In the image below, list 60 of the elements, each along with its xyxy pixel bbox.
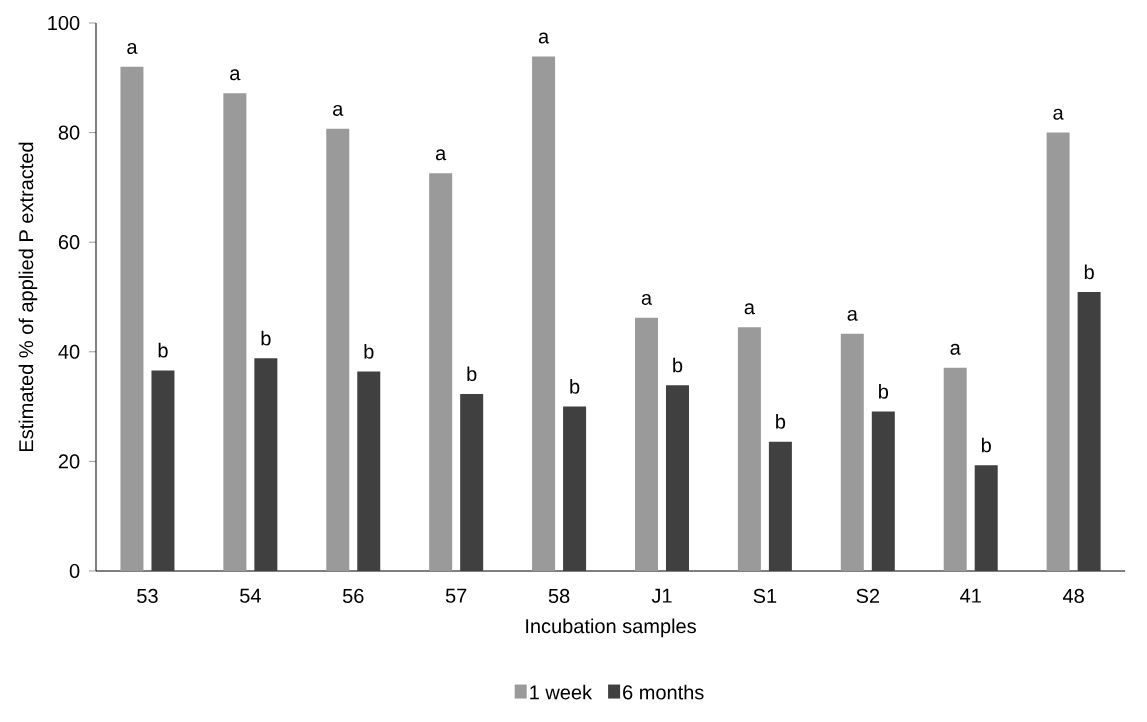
x-tick-label: 48 xyxy=(1062,588,1084,604)
bar xyxy=(429,173,453,571)
x-tick-label: 57 xyxy=(445,588,467,603)
data-label: a xyxy=(1053,108,1064,120)
bar xyxy=(974,465,998,571)
data-label: b xyxy=(673,357,683,373)
bar xyxy=(737,327,761,571)
y-tick-label: 100 xyxy=(48,15,80,31)
legend-label: 1 week xyxy=(530,684,593,700)
y-tick-label: 60 xyxy=(58,235,80,250)
bar xyxy=(943,367,967,571)
bar xyxy=(665,385,689,571)
bar xyxy=(768,441,792,571)
y-tick-label: 40 xyxy=(58,344,80,359)
x-tick-label: 54 xyxy=(240,588,261,603)
bar xyxy=(357,371,381,571)
data-label: b xyxy=(776,414,786,429)
data-label: a xyxy=(744,303,755,315)
x-tick-label: 58 xyxy=(548,588,570,604)
y-axis-title: Estimated % of applied P extracted xyxy=(18,142,38,451)
data-label: b xyxy=(158,342,168,358)
y-tick-label: 20 xyxy=(58,454,80,469)
bar xyxy=(634,317,658,571)
bar xyxy=(563,406,587,571)
data-label: a xyxy=(950,343,961,355)
x-tick-label: S1 xyxy=(753,588,777,604)
bar xyxy=(460,393,484,571)
data-label: b xyxy=(1084,264,1094,280)
x-axis-title: Incubation samples xyxy=(526,618,696,638)
data-label: a xyxy=(538,32,550,44)
x-tick-label: 53 xyxy=(137,588,158,604)
bar xyxy=(223,93,247,571)
bar xyxy=(532,56,556,571)
bar xyxy=(871,411,895,571)
data-label: b xyxy=(364,343,374,359)
data-label: a xyxy=(127,43,138,54)
bar xyxy=(120,66,144,571)
x-tick-label: S2 xyxy=(856,588,880,604)
bar xyxy=(840,333,864,571)
bar xyxy=(151,370,175,571)
y-tick-label: 80 xyxy=(58,125,80,140)
data-label: b xyxy=(879,383,889,399)
x-tick-label: 56 xyxy=(342,588,364,604)
legend-label: 6 months xyxy=(623,684,704,700)
data-label: a xyxy=(847,309,858,321)
data-label: b xyxy=(467,366,477,382)
y-tick-label: 0 xyxy=(69,563,80,579)
data-label: a xyxy=(435,149,447,161)
x-tick-label: J1 xyxy=(651,588,672,603)
data-label: b xyxy=(570,379,580,394)
x-tick-label: 41 xyxy=(960,588,981,603)
data-label: b xyxy=(981,437,991,453)
bar xyxy=(254,358,278,571)
bar xyxy=(1046,132,1070,571)
data-label: a xyxy=(641,294,653,305)
data-label: b xyxy=(261,330,271,346)
bar xyxy=(326,128,350,571)
data-label: a xyxy=(333,104,344,116)
bar xyxy=(1077,292,1101,571)
data-label: a xyxy=(230,69,241,81)
